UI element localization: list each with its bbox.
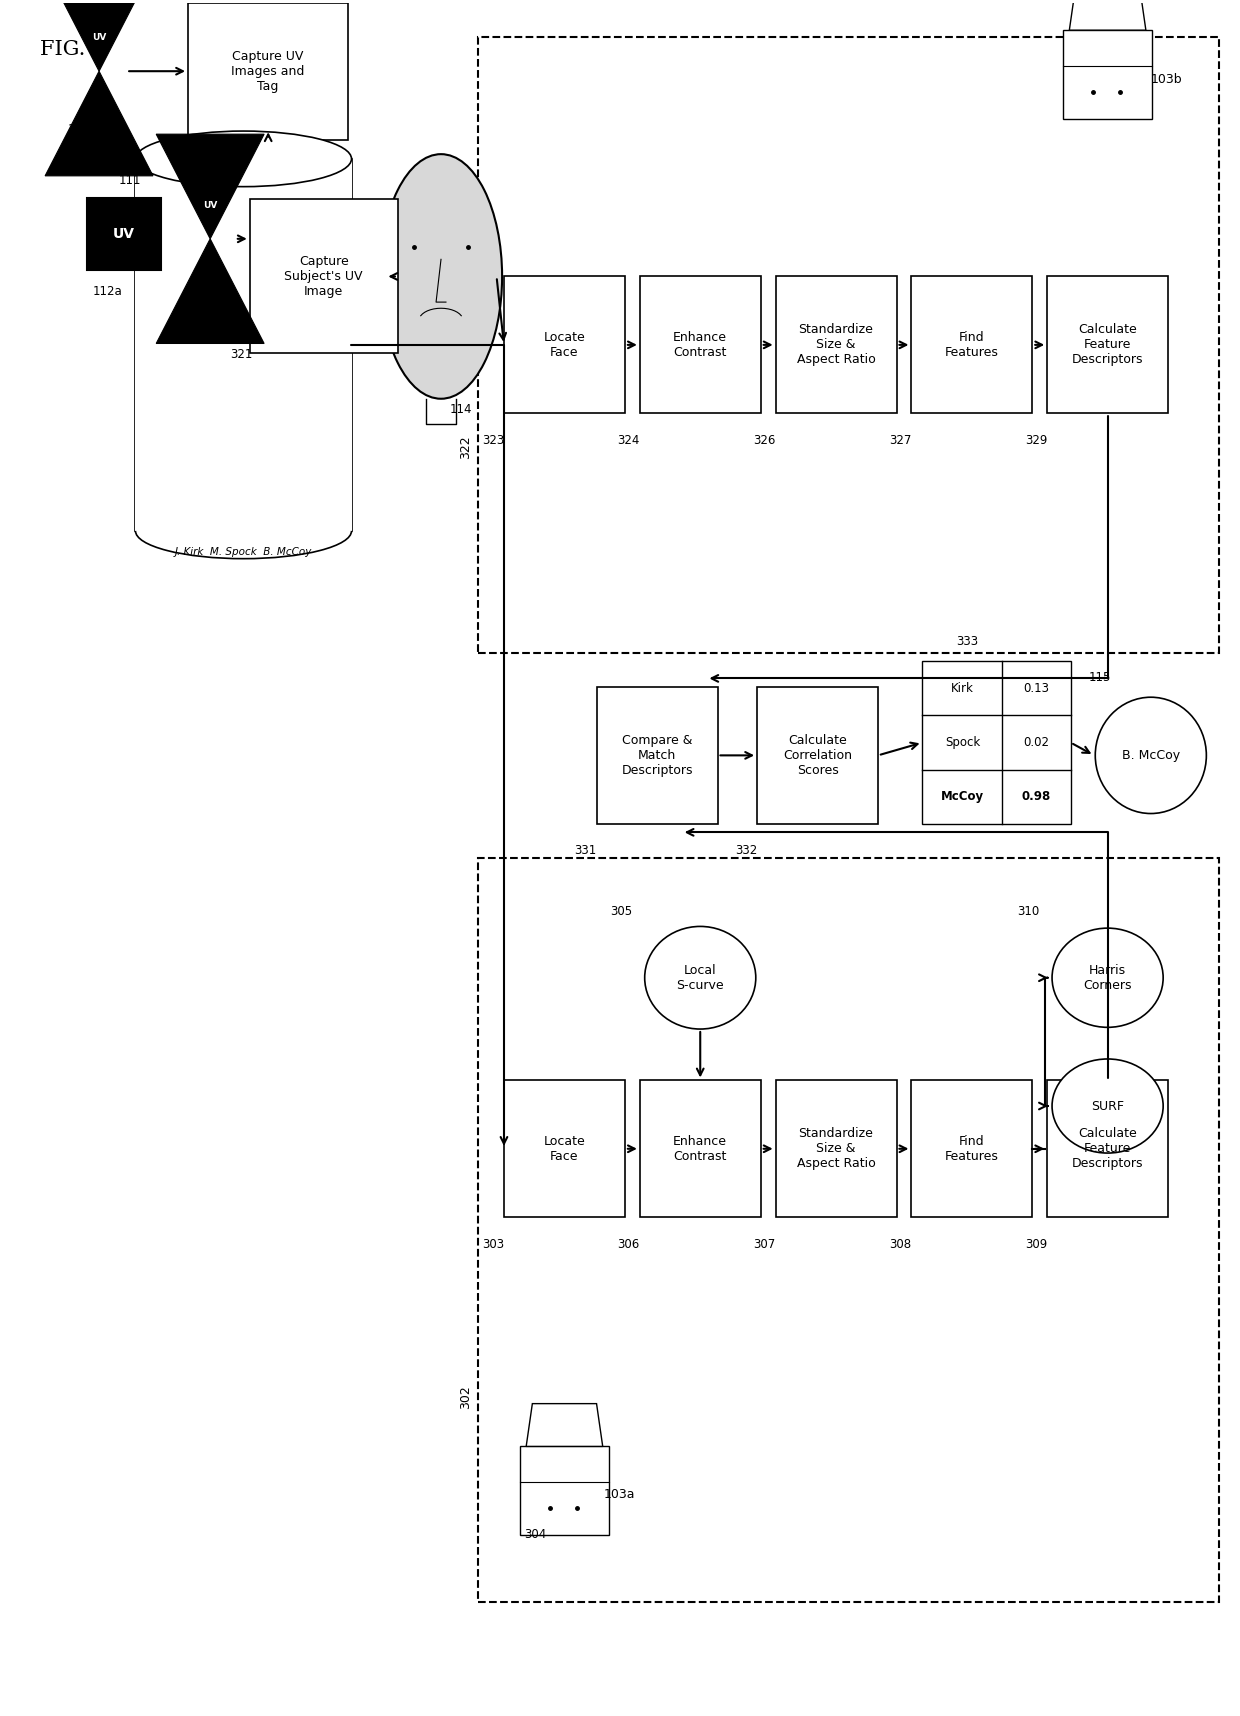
Text: 332: 332 (735, 844, 758, 858)
FancyBboxPatch shape (1063, 31, 1152, 118)
FancyBboxPatch shape (87, 197, 161, 269)
Text: 310: 310 (1018, 904, 1039, 918)
Text: Calculate
Feature
Descriptors: Calculate Feature Descriptors (1071, 323, 1143, 367)
Polygon shape (1069, 0, 1146, 31)
FancyBboxPatch shape (923, 661, 1070, 824)
Text: 331: 331 (574, 844, 596, 858)
FancyBboxPatch shape (135, 160, 351, 530)
Text: Local
S-curve: Local S-curve (677, 964, 724, 992)
Ellipse shape (1052, 1059, 1163, 1153)
Text: 103a: 103a (604, 1488, 635, 1502)
FancyBboxPatch shape (520, 1447, 609, 1536)
Text: Spock: Spock (945, 736, 980, 750)
Text: 301: 301 (172, 136, 195, 149)
FancyBboxPatch shape (640, 1081, 760, 1217)
Text: McCoy: McCoy (941, 789, 985, 803)
Polygon shape (156, 134, 264, 239)
Text: Capture UV
Images and
Tag: Capture UV Images and Tag (232, 50, 305, 93)
Text: B. McCoy: B. McCoy (1122, 748, 1180, 762)
Text: Compare &
Match
Descriptors: Compare & Match Descriptors (621, 734, 693, 777)
Text: 322: 322 (459, 436, 472, 460)
Polygon shape (156, 239, 264, 343)
Text: Enhance
Contrast: Enhance Contrast (673, 331, 727, 359)
FancyBboxPatch shape (1047, 1081, 1168, 1217)
Text: Harris
Corners: Harris Corners (1084, 964, 1132, 992)
Text: 321: 321 (229, 348, 252, 362)
FancyBboxPatch shape (911, 276, 1033, 414)
Ellipse shape (135, 130, 351, 187)
Ellipse shape (367, 259, 382, 293)
Text: Calculate
Correlation
Scores: Calculate Correlation Scores (782, 734, 852, 777)
FancyBboxPatch shape (775, 276, 897, 414)
Text: UV: UV (92, 33, 107, 43)
Ellipse shape (379, 154, 502, 398)
FancyBboxPatch shape (911, 1081, 1033, 1217)
Text: SURF: SURF (1091, 1100, 1125, 1112)
Text: 323: 323 (481, 434, 503, 446)
Text: Standardize
Size &
Aspect Ratio: Standardize Size & Aspect Ratio (796, 1127, 875, 1170)
Text: 0.13: 0.13 (1023, 681, 1049, 695)
Text: Standardize
Size &
Aspect Ratio: Standardize Size & Aspect Ratio (796, 323, 875, 367)
Polygon shape (45, 0, 153, 70)
Text: FIG. 3: FIG. 3 (40, 41, 105, 60)
Text: 302: 302 (459, 1385, 472, 1409)
Text: 304: 304 (523, 1529, 546, 1541)
Text: 0.98: 0.98 (1022, 789, 1052, 803)
Text: 114: 114 (450, 403, 472, 415)
Text: 303: 303 (482, 1237, 503, 1251)
Text: Calculate
Feature
Descriptors: Calculate Feature Descriptors (1071, 1127, 1143, 1170)
Text: 115: 115 (1089, 671, 1111, 683)
Text: 305: 305 (610, 904, 632, 918)
Text: 112a: 112a (93, 285, 123, 299)
Ellipse shape (645, 927, 756, 1030)
Polygon shape (45, 70, 153, 175)
FancyBboxPatch shape (503, 1081, 625, 1217)
Text: 333: 333 (956, 635, 978, 647)
Text: Kirk: Kirk (951, 681, 973, 695)
Ellipse shape (1095, 697, 1207, 813)
Text: 306: 306 (618, 1237, 640, 1251)
FancyBboxPatch shape (1047, 276, 1168, 414)
Text: Capture
Subject's UV
Image: Capture Subject's UV Image (284, 256, 363, 299)
Text: 112b: 112b (182, 290, 213, 304)
Text: J. Kirk  M. Spock  B. McCoy: J. Kirk M. Spock B. McCoy (175, 547, 312, 556)
Text: 112a: 112a (68, 122, 98, 136)
Text: 307: 307 (753, 1237, 775, 1251)
FancyBboxPatch shape (188, 3, 348, 139)
Text: Locate
Face: Locate Face (543, 331, 585, 359)
Text: 308: 308 (889, 1237, 911, 1251)
FancyBboxPatch shape (640, 276, 760, 414)
Ellipse shape (1052, 928, 1163, 1028)
Text: UV: UV (203, 201, 217, 209)
Text: Find
Features: Find Features (945, 1134, 998, 1163)
Text: 309: 309 (1025, 1237, 1047, 1251)
Text: Enhance
Contrast: Enhance Contrast (673, 1134, 727, 1163)
Text: 327: 327 (889, 434, 911, 446)
FancyBboxPatch shape (758, 686, 878, 824)
Text: 0.02: 0.02 (1023, 736, 1049, 750)
FancyBboxPatch shape (775, 1081, 897, 1217)
Text: 103b: 103b (1151, 74, 1183, 86)
Polygon shape (526, 1404, 603, 1447)
Text: Find
Features: Find Features (945, 331, 998, 359)
Text: 326: 326 (753, 434, 775, 446)
FancyBboxPatch shape (596, 686, 718, 824)
FancyBboxPatch shape (503, 276, 625, 414)
FancyBboxPatch shape (249, 199, 398, 353)
Text: 329: 329 (1024, 434, 1047, 446)
Text: UV: UV (113, 227, 135, 240)
Text: Locate
Face: Locate Face (543, 1134, 585, 1163)
Text: 324: 324 (618, 434, 640, 446)
Text: 111: 111 (119, 173, 141, 187)
